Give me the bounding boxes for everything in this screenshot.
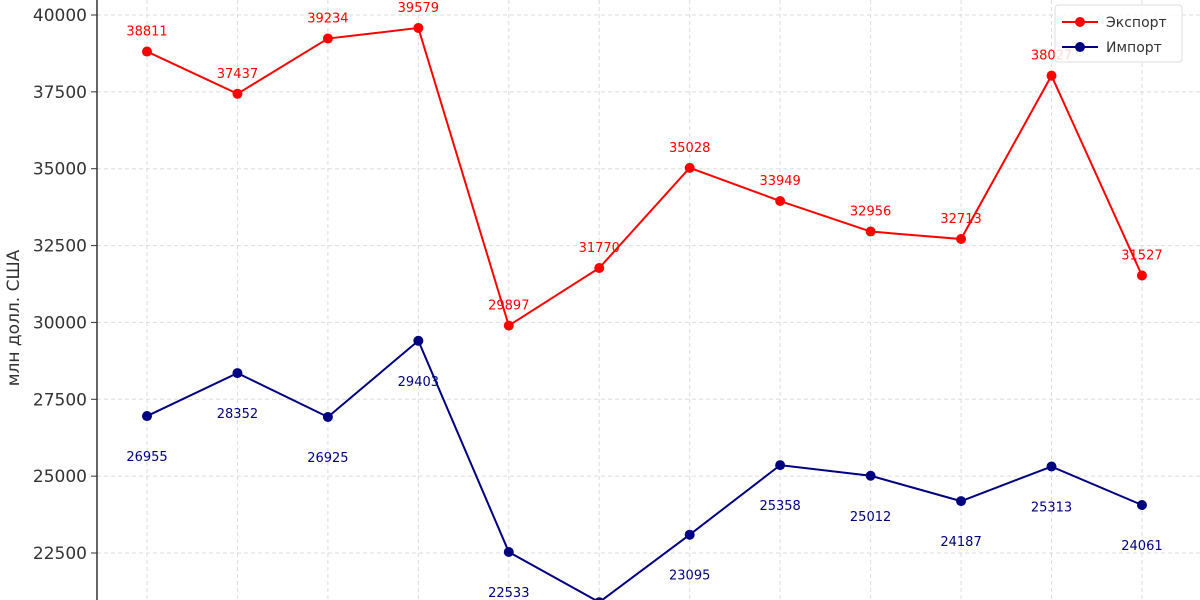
- data-label: 22533: [488, 586, 529, 600]
- data-point: [1046, 70, 1057, 81]
- legend-label: Экспорт: [1106, 15, 1167, 31]
- y-tick-label: 32500: [33, 237, 87, 257]
- data-point: [232, 368, 243, 379]
- data-label: 32956: [850, 205, 891, 220]
- y-tick-label: 40000: [33, 6, 87, 26]
- data-label: 39579: [398, 1, 439, 16]
- data-point: [232, 88, 243, 99]
- data-label: 29897: [488, 299, 529, 314]
- data-label: 26955: [126, 450, 167, 465]
- data-point: [1136, 270, 1147, 281]
- data-point: [413, 22, 424, 33]
- data-point: [684, 162, 695, 173]
- data-label: 32713: [940, 212, 981, 227]
- data-point: [775, 196, 786, 207]
- data-label: 31527: [1121, 248, 1162, 263]
- data-point: [684, 529, 695, 540]
- series-import: 26955 28352 26925 29403 22533 23095 25358 25012…: [126, 335, 1163, 600]
- legend-label: Импорт: [1106, 40, 1162, 56]
- legend-marker: [1075, 42, 1085, 52]
- series-export: 38811 37437 39234 39579 29897 31770 35028 33949…: [126, 1, 1163, 331]
- y-tick-label: 35000: [33, 160, 87, 180]
- data-label: 23095: [669, 569, 710, 584]
- y-tick-label: 37500: [33, 83, 87, 103]
- data-point: [1046, 461, 1057, 472]
- data-label: 29403: [398, 375, 439, 390]
- data-label: 24061: [1121, 539, 1162, 554]
- y-tick-label: 25000: [33, 467, 87, 487]
- data-point: [594, 597, 604, 600]
- y-tick-label: 22500: [33, 544, 87, 564]
- data-label: 31770: [579, 241, 620, 256]
- data-label: 26925: [307, 451, 348, 466]
- data-point: [956, 496, 967, 507]
- legend: Экспорт Импорт: [1054, 4, 1183, 63]
- series-line: [146, 339, 1143, 600]
- data-label: 25313: [1031, 501, 1072, 516]
- data-point: [865, 226, 876, 237]
- data-point: [594, 263, 605, 274]
- data-point: [322, 33, 333, 44]
- data-point: [503, 320, 514, 331]
- legend-marker: [1075, 17, 1085, 27]
- data-label: 33949: [759, 174, 800, 189]
- data-label: 38811: [126, 25, 167, 40]
- data-point: [142, 411, 152, 422]
- series-group: 38811 37437 39234 39579 29897 31770 35028 33949…: [126, 1, 1163, 600]
- data-label: 37437: [217, 67, 258, 82]
- grid: [97, 0, 1200, 600]
- data-point: [865, 470, 876, 481]
- data-point: [1136, 500, 1147, 511]
- data-label: 39234: [307, 12, 348, 27]
- data-label: 25358: [759, 499, 800, 514]
- data-point: [413, 335, 424, 346]
- data-point: [956, 234, 967, 245]
- data-point: [322, 411, 333, 422]
- y-tick-label: 30000: [33, 313, 87, 333]
- data-label: 24187: [940, 535, 981, 550]
- data-label: 25012: [850, 510, 891, 525]
- y-tick-label: 27500: [33, 390, 87, 410]
- series-line: [146, 26, 1143, 328]
- data-label: 35028: [669, 141, 710, 156]
- data-point: [775, 460, 786, 471]
- y-ticks: 22500 25000 27500 30000 32500 35000 37500 40000: [33, 6, 97, 564]
- data-label: 28352: [217, 407, 258, 422]
- data-point: [142, 46, 152, 57]
- data-point: [503, 546, 514, 557]
- y-axis-label: млн долл. США: [4, 249, 24, 386]
